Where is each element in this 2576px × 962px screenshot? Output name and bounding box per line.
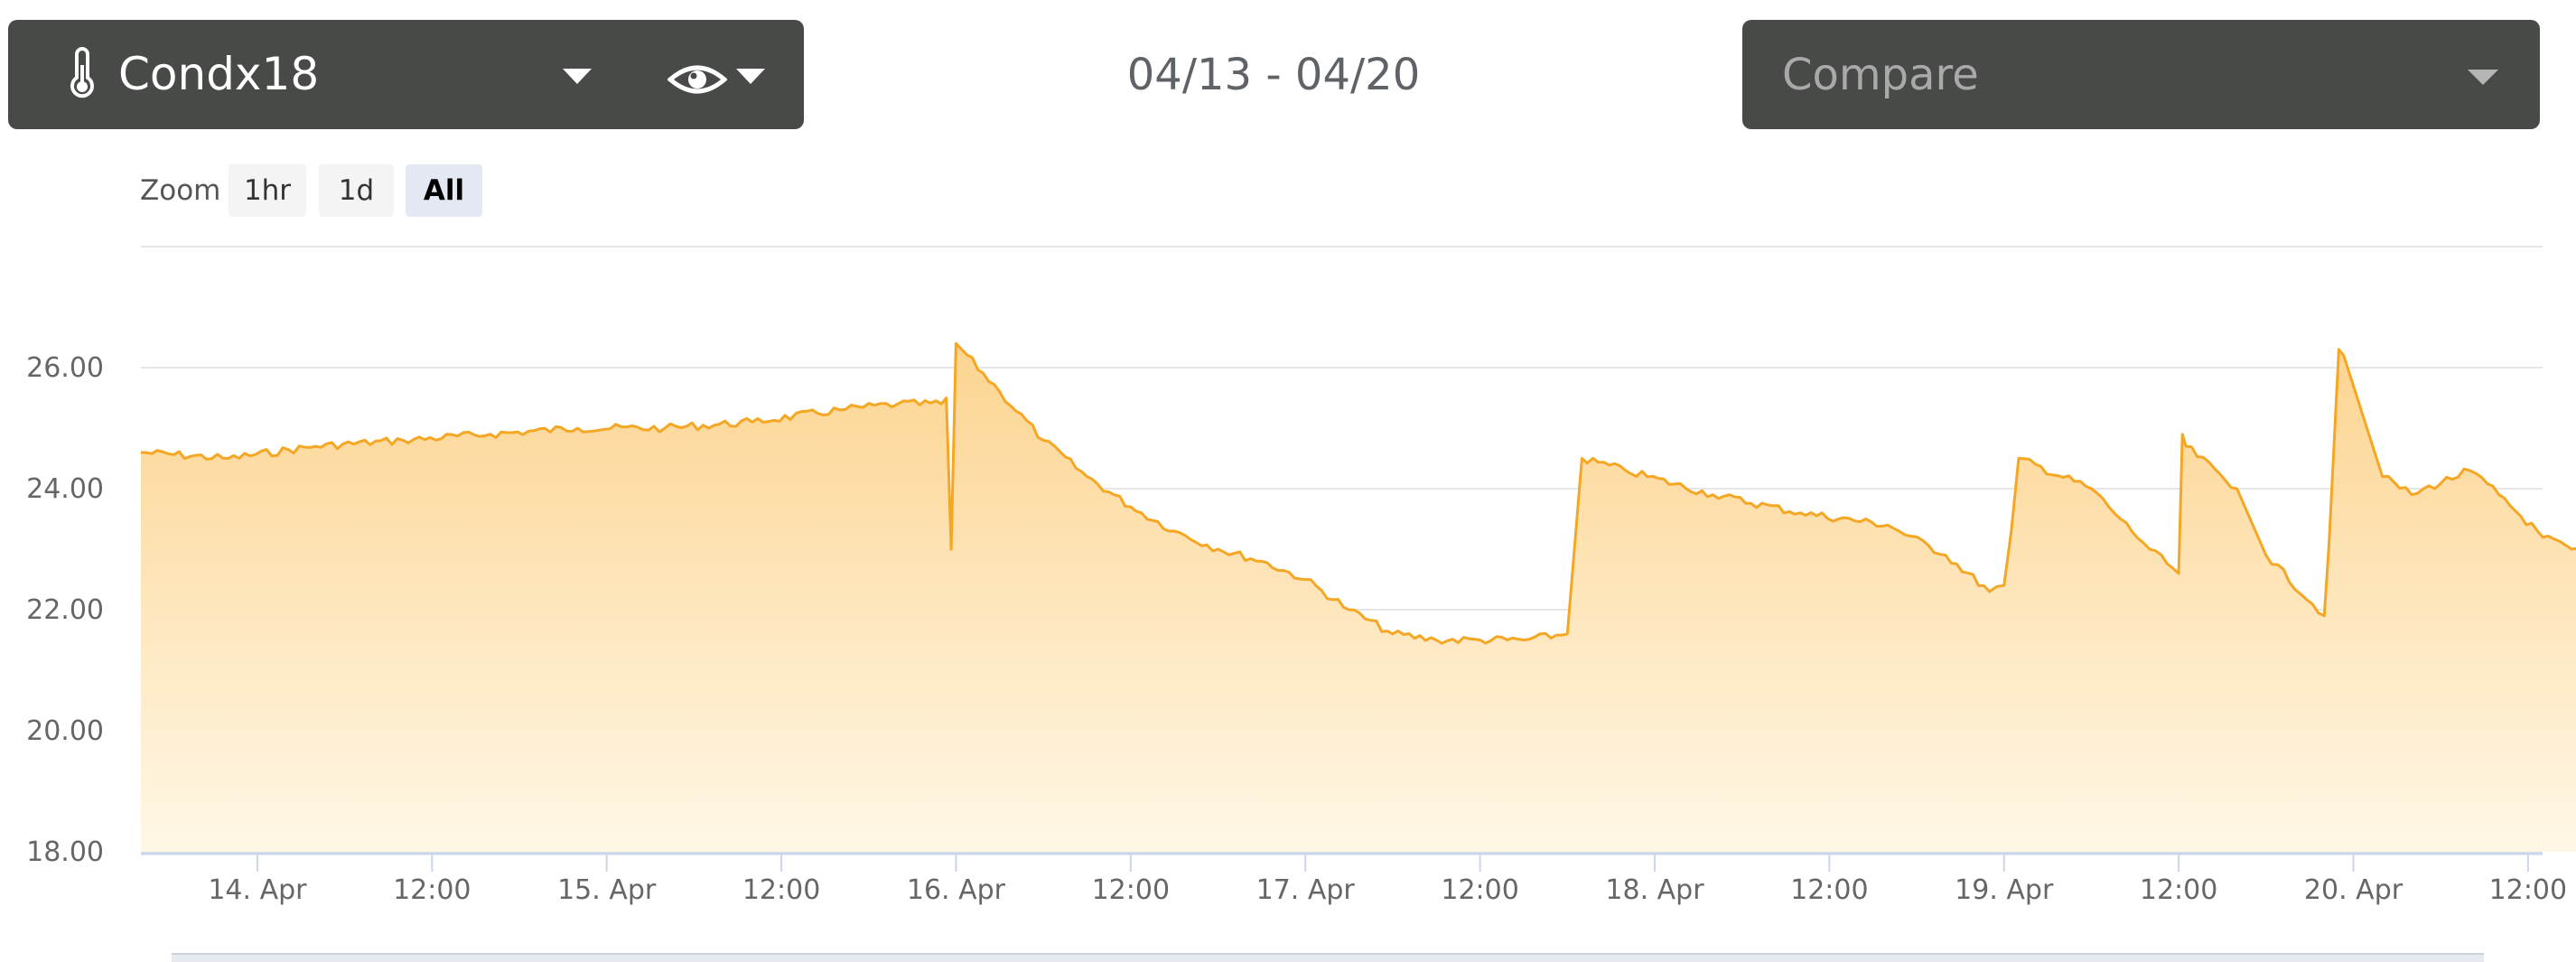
compare-placeholder: Compare [1782, 50, 1979, 100]
x-tick-label: 12:00 [2489, 874, 2567, 906]
x-axis: 14. Apr 12:00 15. Apr 12:00 16. Apr 12:00 17. … [141, 852, 2567, 906]
x-tick-label: 12:00 [1441, 874, 1518, 906]
eye-icon[interactable] [667, 61, 727, 98]
y-axis: 18.00 20.00 22.00 24.00 26.00 [26, 352, 104, 868]
x-tick-label: 12:00 [1092, 874, 1170, 906]
x-tick-label: 16. Apr [907, 874, 1006, 906]
range-navigator[interactable] [172, 953, 2484, 962]
sensor-selector[interactable]: Condx18 [8, 20, 804, 129]
y-tick-label: 24.00 [26, 473, 104, 505]
y-tick-label: 22.00 [26, 594, 104, 626]
x-tick-label: 19. Apr [1955, 874, 2054, 906]
y-tick-label: 26.00 [26, 352, 104, 384]
area-layer [140, 341, 2576, 852]
sensor-name: Condx18 [118, 48, 320, 100]
zoom-label: Zoom [140, 174, 221, 207]
date-range-label: 04/13 - 04/20 [1126, 50, 1421, 100]
series-line [140, 341, 2576, 645]
x-tick-label: 20. Apr [2304, 874, 2403, 906]
thermometer-icon [70, 47, 94, 98]
view-options-chevron-icon[interactable] [736, 69, 765, 84]
compare-dropdown[interactable]: Compare [1742, 20, 2540, 129]
chevron-down-icon[interactable] [2468, 70, 2498, 85]
x-tick-label: 15. Apr [557, 874, 657, 906]
x-tick-label: 17. Apr [1256, 874, 1356, 906]
zoom-all-button[interactable]: All [406, 164, 482, 217]
x-tick-label: 12:00 [2140, 874, 2217, 906]
zoom-1d-button[interactable]: 1d [319, 164, 394, 217]
x-tick-label: 12:00 [1790, 874, 1868, 906]
chevron-down-icon[interactable] [563, 69, 592, 84]
x-tick-label: 12:00 [393, 874, 471, 906]
x-tick-label: 12:00 [742, 874, 820, 906]
x-tick-label: 18. Apr [1605, 874, 1704, 906]
y-tick-label: 20.00 [26, 715, 104, 747]
y-tick-label: 18.00 [26, 836, 104, 868]
x-tick-label: 14. Apr [208, 874, 307, 906]
zoom-1hr-button[interactable]: 1hr [229, 164, 306, 217]
series-area [141, 343, 2576, 852]
